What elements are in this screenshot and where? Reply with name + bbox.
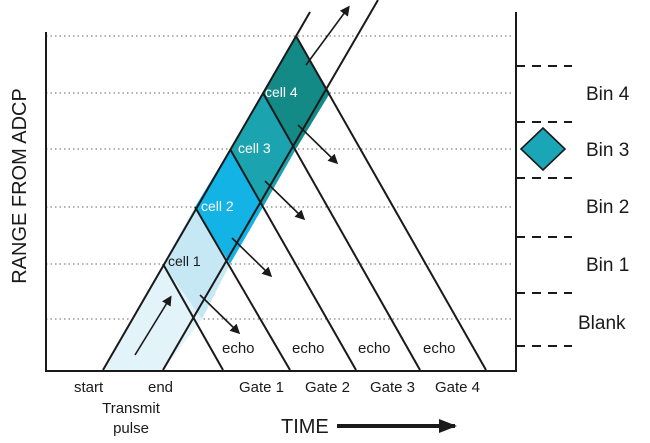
- bin-label-1: Bin 1: [586, 255, 629, 276]
- range-gridlines: [46, 35, 512, 320]
- cell-4-label: cell 4: [265, 84, 298, 100]
- x-axis-label: TIME: [281, 416, 329, 438]
- cell-1-region: [163, 207, 230, 319]
- direction-arrows: [134, 5, 350, 356]
- echo-label: echo: [358, 340, 391, 357]
- cell-2-label: cell 2: [201, 198, 234, 214]
- tick-start: start: [74, 379, 104, 396]
- cell-1-label: cell 1: [168, 253, 201, 269]
- tick-gate-2: Gate 2: [305, 379, 350, 396]
- y-axis-label: RANGE FROM ADCP: [9, 88, 31, 284]
- tick-gate-1: Gate 1: [239, 379, 284, 396]
- transmit-label-line-2: pulse: [113, 420, 149, 437]
- pulse-lines: [102, 0, 487, 371]
- tick-end: end: [148, 379, 173, 396]
- tick-gate-3: Gate 3: [370, 379, 415, 396]
- bin-label-4: Bin 4: [586, 84, 630, 105]
- echo-label: echo: [222, 340, 255, 357]
- echo-label: echo: [292, 340, 325, 357]
- bin-label-blank: Blank: [578, 313, 626, 334]
- echo-label: echo: [423, 340, 456, 357]
- transmit-label-line-1: Transmit: [102, 400, 161, 417]
- bin-marker-diamond: [519, 126, 567, 172]
- bin-column: [515, 12, 572, 372]
- bin-label-2: Bin 2: [586, 197, 629, 218]
- cell-3-label: cell 3: [238, 140, 271, 156]
- main-axes: [45, 32, 515, 372]
- bin-label-3: Bin 3: [586, 140, 629, 161]
- tick-gate-4: Gate 4: [435, 379, 480, 396]
